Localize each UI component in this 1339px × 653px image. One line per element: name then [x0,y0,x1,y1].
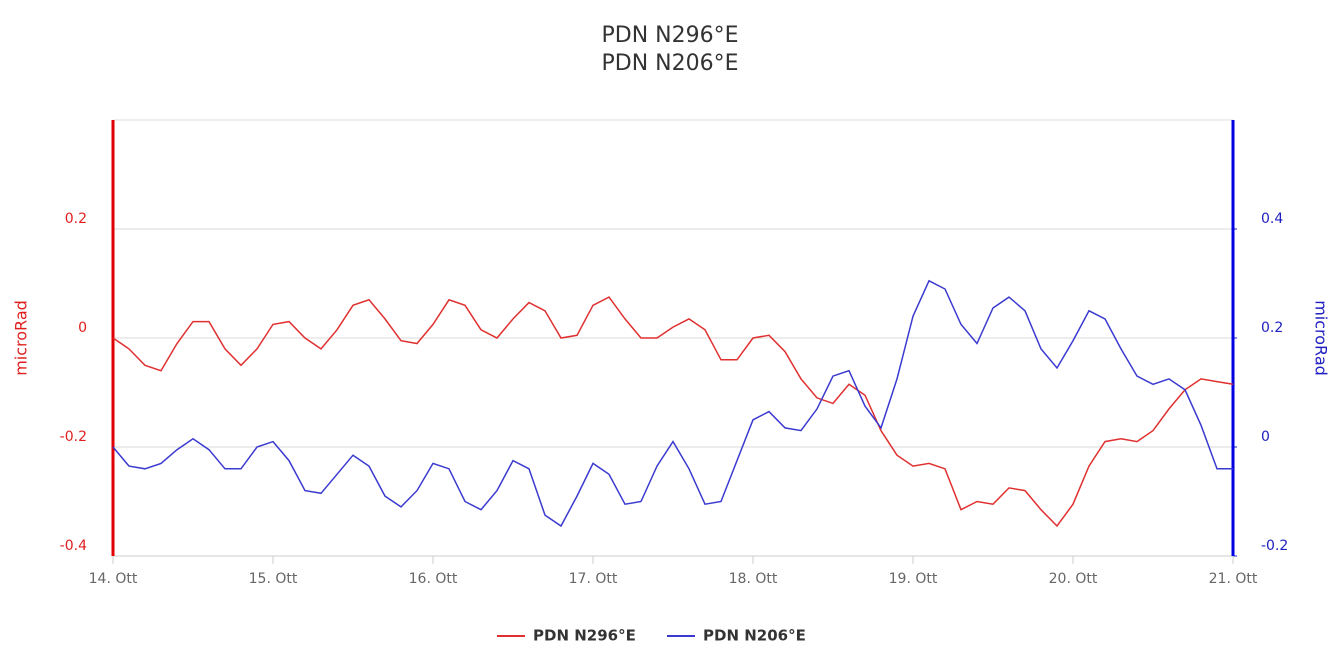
y2-tick-label: 0.2 [1261,320,1283,336]
y2-tick-label: -0.2 [1261,538,1288,554]
x-tick-label: 16. Ott [409,571,458,587]
legend-label: PDN N296°E [533,627,636,645]
y-tick-label: -0.2 [60,429,87,445]
x-tick-label: 20. Ott [1049,571,1098,587]
x-tick-label: 15. Ott [249,571,298,587]
legend-label: PDN N206°E [703,627,806,645]
y-tick-label: 0.2 [65,211,87,227]
x-tick-label: 21. Ott [1209,571,1258,587]
x-tick-label: 19. Ott [889,571,938,587]
y2-tick-label: 0 [1261,429,1270,445]
x-tick-label: 17. Ott [569,571,618,587]
y-tick-label: -0.4 [60,538,87,554]
x-tick-label: 18. Ott [729,571,778,587]
x-tick-label: 14. Ott [89,571,138,587]
series-line [112,279,1233,528]
chart-title: PDN N296°E [601,23,738,48]
y2-tick-label: 0.4 [1261,211,1283,227]
series-line [112,296,1234,528]
y2-axis-label: microRad [1312,300,1331,376]
y-tick-label: 0 [78,320,87,336]
y-axis-label: microRad [12,300,31,376]
chart-subtitle: PDN N206°E [601,51,738,76]
